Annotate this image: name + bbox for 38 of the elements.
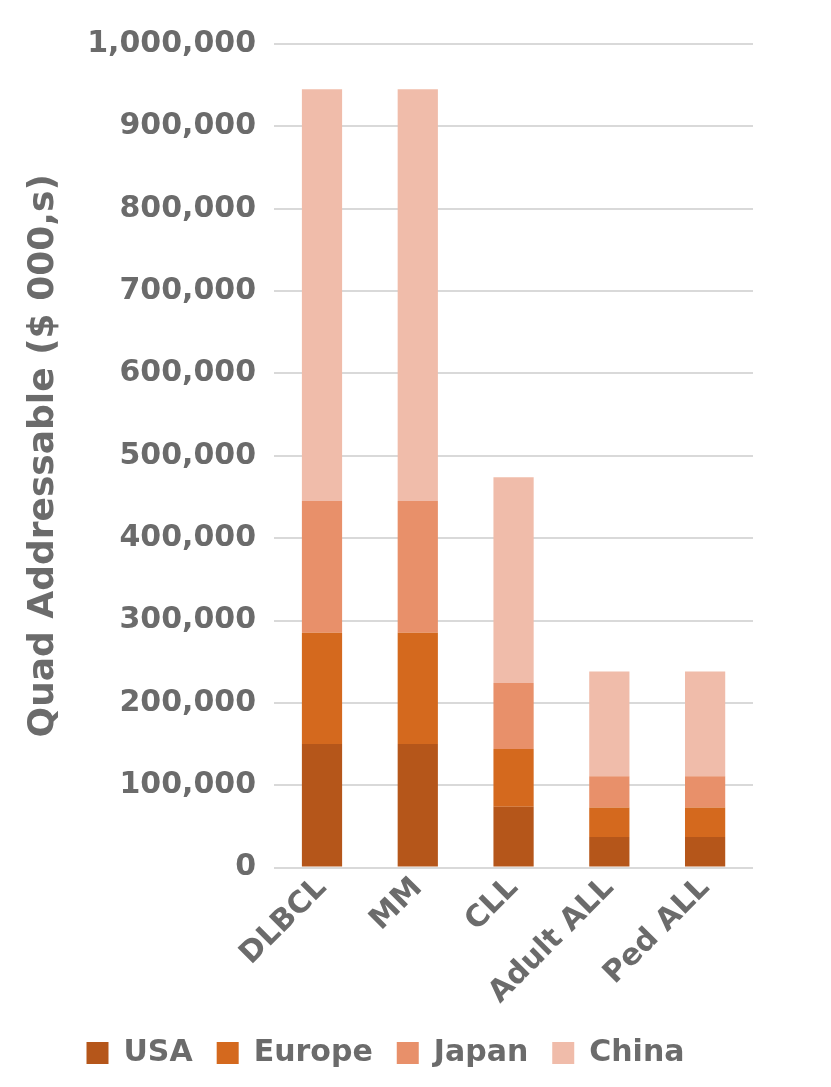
bar — [397, 89, 438, 502]
y-tick-label: 500,000 — [119, 435, 257, 471]
bar — [685, 807, 726, 838]
y-tick-label: 1,000,000 — [87, 23, 257, 59]
bar — [685, 776, 726, 808]
y-tick-label: 900,000 — [119, 106, 257, 142]
legend-label: Europe — [253, 1032, 373, 1068]
bar — [493, 748, 534, 807]
bar — [589, 776, 630, 808]
bar — [301, 501, 343, 633]
bar — [685, 671, 726, 777]
y-tick-label: 0 — [235, 847, 257, 883]
bar — [493, 683, 534, 749]
y-tick-label: 700,000 — [119, 270, 257, 306]
bar — [301, 89, 343, 502]
bar — [493, 806, 534, 867]
bar — [685, 837, 726, 867]
bar — [397, 501, 438, 633]
x-tick-label: CLL — [456, 869, 525, 937]
bar — [301, 744, 343, 867]
y-axis-title: Quad Addressable ($ 000,s) — [19, 174, 61, 738]
y-tick-label: 100,000 — [119, 765, 257, 801]
legend-label: USA — [123, 1032, 194, 1068]
legend-label: Japan — [431, 1032, 529, 1068]
y-tick-label: 800,000 — [119, 188, 257, 224]
bar — [397, 632, 438, 745]
bar — [589, 837, 630, 867]
y-tick-label: 300,000 — [119, 600, 257, 636]
bar — [301, 632, 343, 745]
y-tick-label: 200,000 — [119, 682, 257, 718]
bar — [397, 744, 438, 867]
y-tick-label: 400,000 — [119, 517, 257, 553]
legend-label: China — [589, 1032, 685, 1068]
bar — [589, 807, 630, 838]
y-tick-label: 600,000 — [119, 353, 257, 389]
bar — [589, 671, 630, 777]
x-tick-label: MM — [361, 869, 429, 937]
bar — [493, 477, 534, 684]
